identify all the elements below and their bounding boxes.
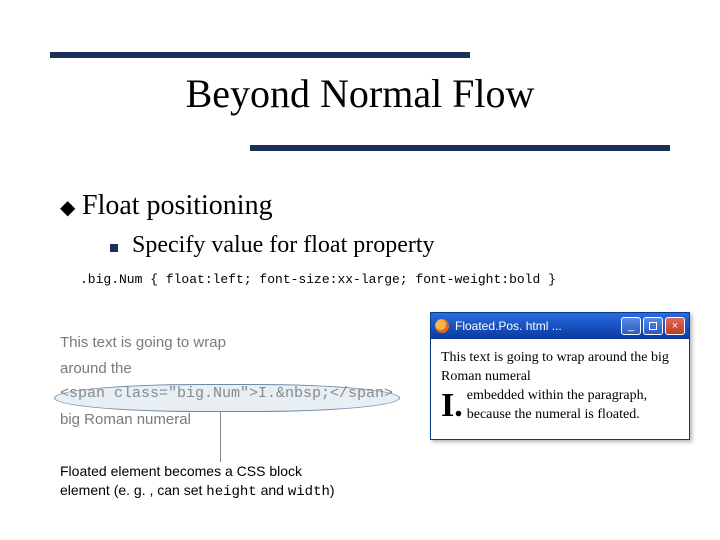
close-glyph: × <box>672 320 678 332</box>
callout-oval <box>54 384 400 412</box>
caption-line-1: Floated element becomes a CSS block <box>60 463 302 479</box>
float-paragraph: I. embedded within the paragraph, becaus… <box>441 387 679 425</box>
minimize-button[interactable]: _ <box>621 317 641 335</box>
browser-window: Floated.Pos. html ... _ × This text is g… <box>430 312 690 440</box>
big-roman-numeral: I. <box>441 389 463 423</box>
caption-line-2e: ) <box>330 482 335 498</box>
src-line-1: This text is going to wrap <box>60 330 393 356</box>
bullet-diamond-icon: ◆ <box>60 195 75 220</box>
bullet-square-icon <box>110 244 118 252</box>
slide-title: Beyond Normal Flow <box>0 70 720 117</box>
html-source-block: This text is going to wrap around the <s… <box>60 330 393 432</box>
src-line-2: around the <box>60 356 393 382</box>
caption-line-2c: and <box>257 482 288 498</box>
maximize-button[interactable] <box>643 317 663 335</box>
top-rule <box>50 52 470 58</box>
caption-line-2a: element (e. g. , can set <box>60 482 206 498</box>
window-body: This text is going to wrap around the bi… <box>431 339 689 439</box>
window-titlebar: Floated.Pos. html ... _ × <box>431 313 689 339</box>
subheading-1: Float positioning <box>82 190 273 222</box>
caption-code-width: width <box>288 484 330 500</box>
callout-leader-line <box>220 412 221 462</box>
css-rule-code: .big.Num { float:left; font-size:xx-larg… <box>80 272 556 287</box>
caption-text: Floated element becomes a CSS block elem… <box>60 462 430 502</box>
minimize-glyph: _ <box>628 320 634 332</box>
rendered-text-after: embedded within the paragraph, because t… <box>467 388 647 422</box>
rendered-text-before: This text is going to wrap around the bi… <box>441 350 669 384</box>
firefox-icon <box>435 319 449 333</box>
maximize-icon <box>649 322 657 330</box>
caption-code-height: height <box>206 484 256 500</box>
subheading-2: Specify value for float property <box>132 232 435 259</box>
close-button[interactable]: × <box>665 317 685 335</box>
window-title: Floated.Pos. html ... <box>455 319 619 333</box>
mid-rule <box>250 145 670 151</box>
